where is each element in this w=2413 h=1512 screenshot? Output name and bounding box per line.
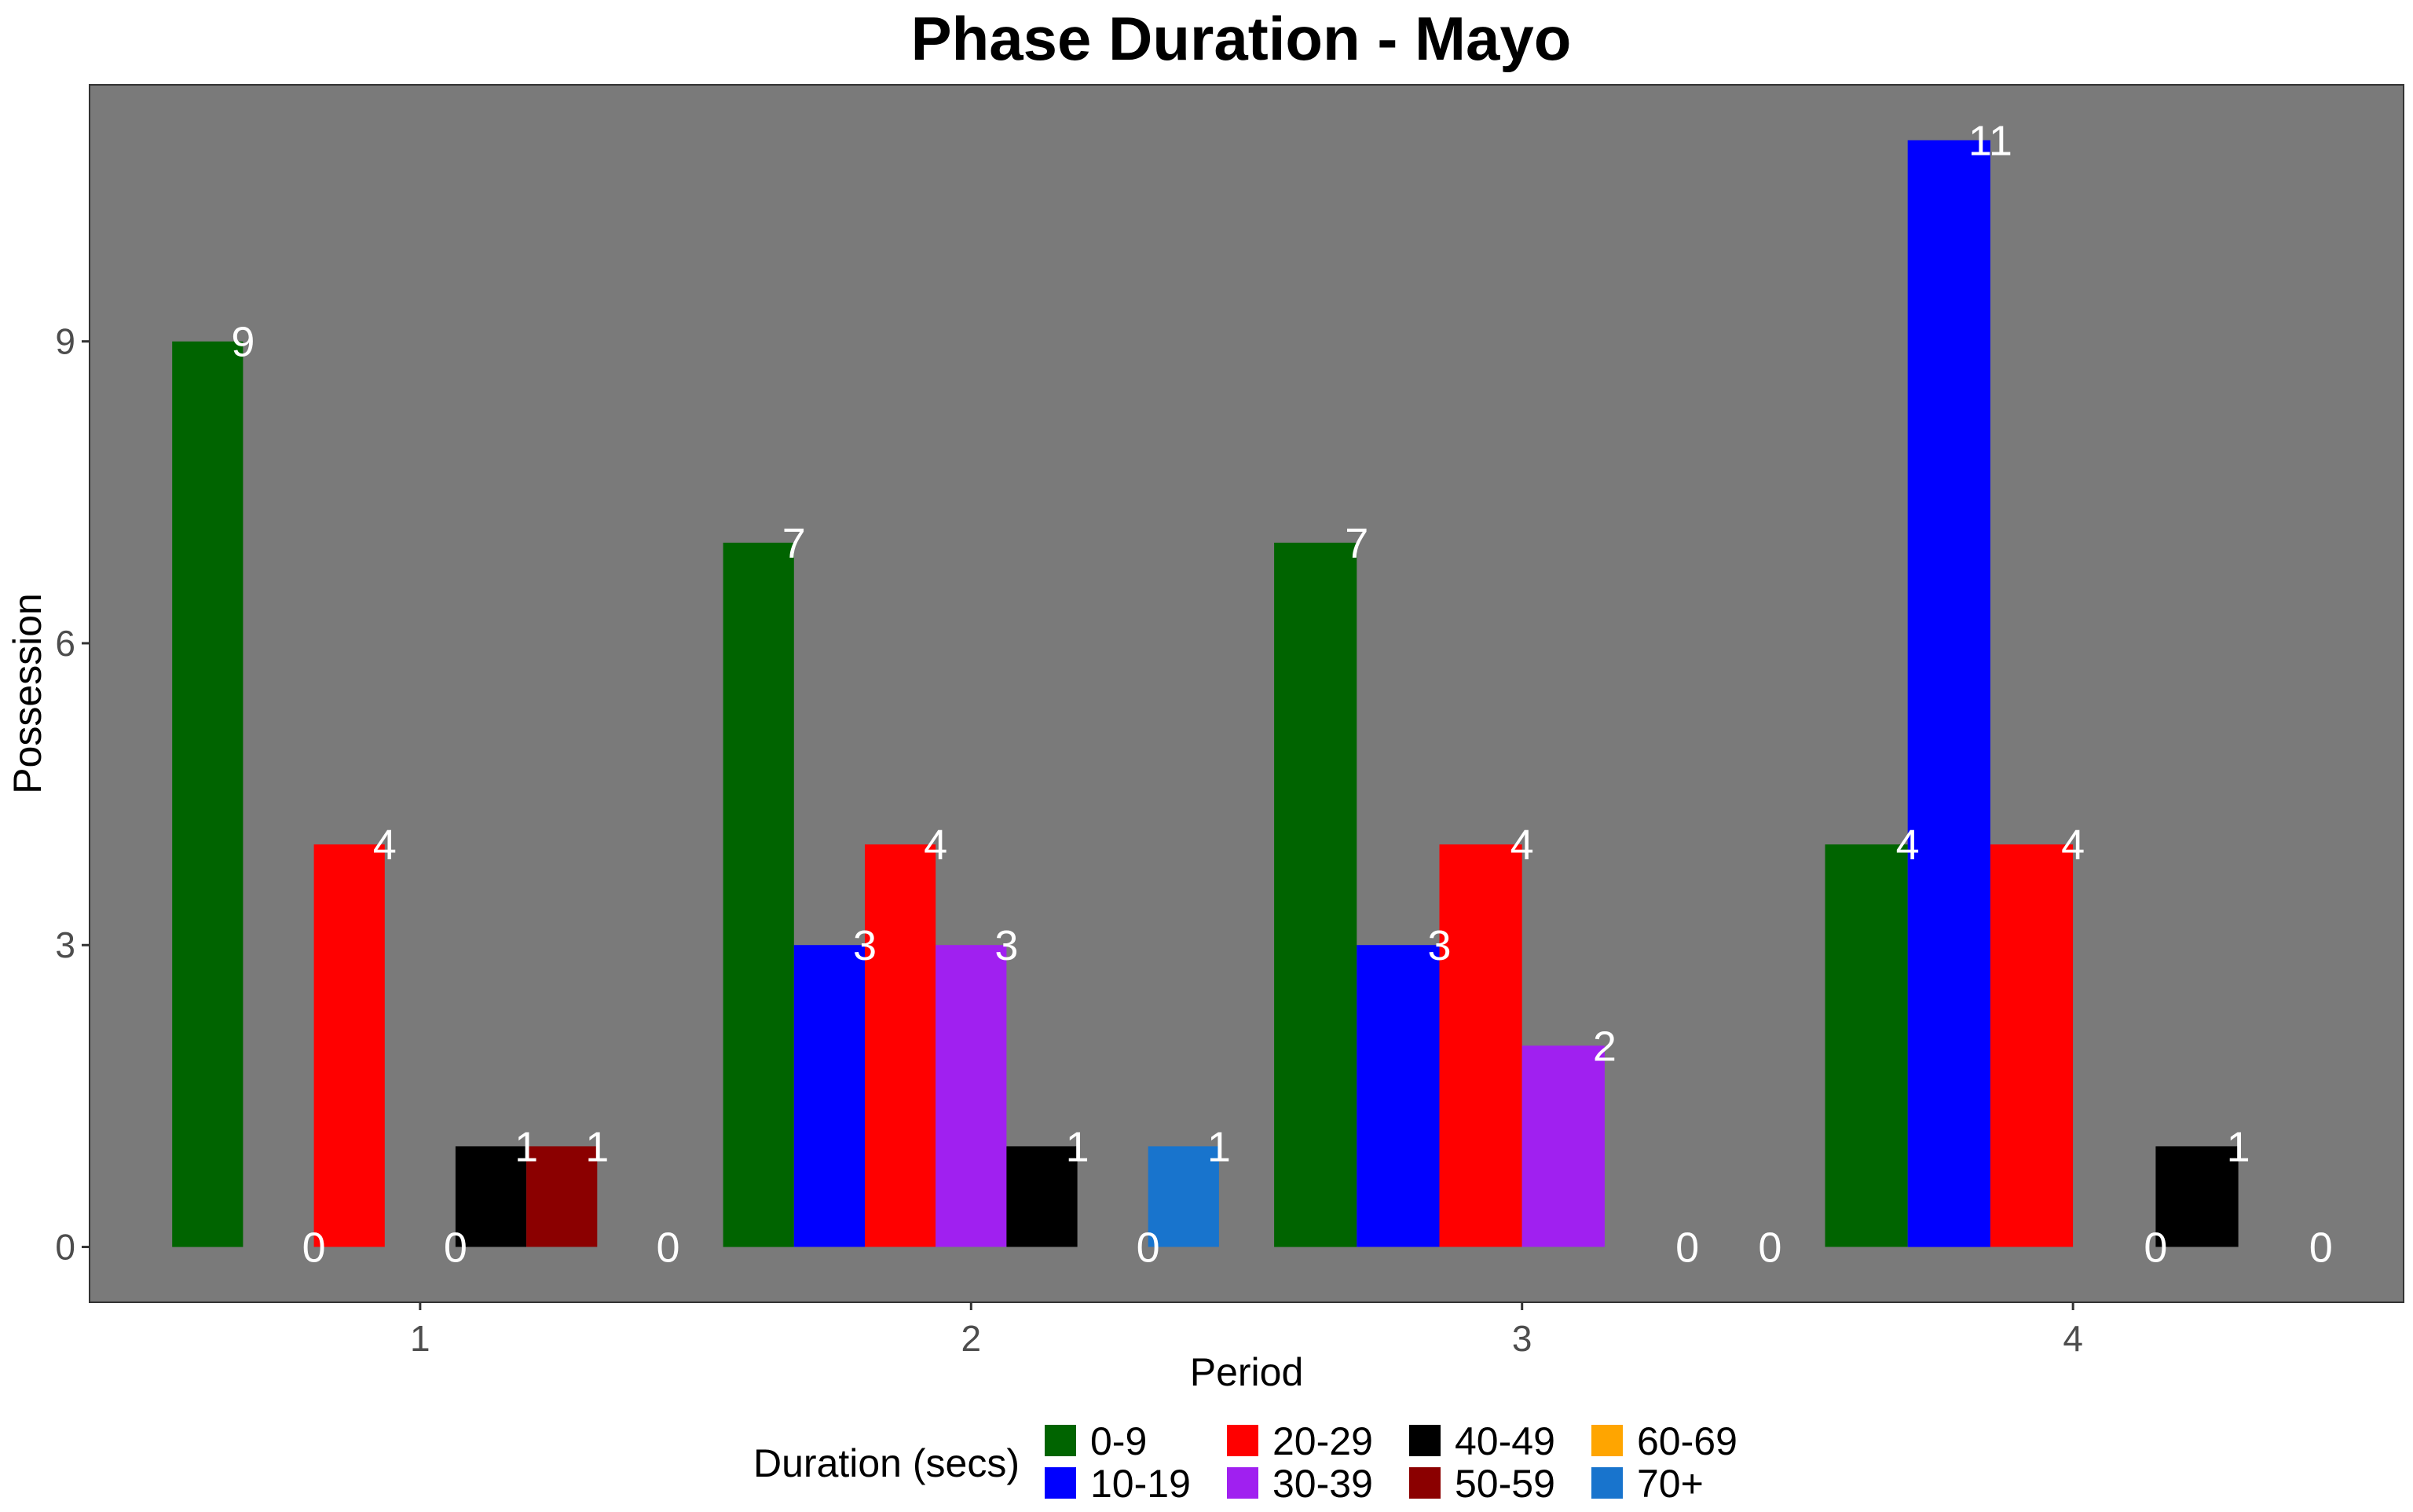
bar-2-20-29 — [865, 844, 936, 1247]
bar-4-0-9 — [1825, 844, 1908, 1247]
bar-label-1-20-29: 4 — [373, 822, 397, 869]
bar-2-10-19 — [793, 945, 865, 1247]
legend-title: Duration (secs) — [753, 1441, 1020, 1485]
bar-label-4-30-39: 0 — [2144, 1225, 2167, 1272]
bar-label-4-10-19: 11 — [1968, 118, 2012, 165]
chart-title: Phase Duration - Mayo — [911, 4, 1572, 73]
bar-label-1-50-59: 1 — [585, 1123, 609, 1170]
bar-label-2-30-39: 3 — [994, 922, 1018, 969]
legend-label-50-59: 50-59 — [1455, 1462, 1555, 1506]
bar-label-2-60-69: 0 — [1137, 1225, 1160, 1272]
legend-label-30-39: 30-39 — [1272, 1462, 1373, 1506]
bar-label-1-10-19: 0 — [302, 1225, 326, 1272]
bar-label-2-10-19: 3 — [853, 922, 877, 969]
legend-swatch-20-29 — [1227, 1425, 1258, 1456]
x-axis: 1 2 3 4 — [410, 1302, 2083, 1359]
bar-label-1-0-9: 9 — [231, 319, 254, 366]
legend-swatch-10-19 — [1045, 1467, 1076, 1499]
legend-swatch-40-49 — [1409, 1425, 1441, 1456]
x-tick-label: 1 — [410, 1318, 430, 1359]
bar-label-3-40-49: 0 — [1675, 1225, 1699, 1272]
bars-layer — [172, 140, 2239, 1247]
bar-label-1-70+: 0 — [656, 1225, 679, 1272]
bar-label-3-10-19: 3 — [1427, 922, 1451, 969]
x-axis-title: Period — [1190, 1350, 1304, 1394]
bar-label-2-70+: 1 — [1207, 1123, 1231, 1170]
bar-1-50-59 — [526, 1146, 598, 1247]
bar-label-3-30-39: 2 — [1593, 1023, 1617, 1070]
y-axis: 0 3 6 9 — [55, 321, 90, 1268]
legend-swatch-70+ — [1591, 1467, 1623, 1499]
legend-swatch-0-9 — [1045, 1425, 1076, 1456]
bar-3-0-9 — [1274, 542, 1357, 1247]
legend-swatch-60-69 — [1591, 1425, 1623, 1456]
y-tick-label: 0 — [55, 1227, 75, 1268]
bar-2-40-49 — [1006, 1146, 1078, 1247]
y-tick-label: 6 — [55, 623, 75, 664]
legend-label-60-69: 60-69 — [1637, 1419, 1737, 1463]
bar-label-3-20-29: 4 — [1510, 822, 1534, 869]
legend-label-10-19: 10-19 — [1090, 1462, 1191, 1506]
legend-label-20-29: 20-29 — [1272, 1419, 1373, 1463]
legend-label-40-49: 40-49 — [1455, 1419, 1555, 1463]
bar-label-3-50-59: 0 — [1758, 1225, 1781, 1272]
legend-label-70+: 70+ — [1637, 1462, 1704, 1506]
legend-swatch-50-59 — [1409, 1467, 1441, 1499]
bar-2-0-9 — [723, 542, 794, 1247]
bar-3-30-39 — [1521, 1045, 1605, 1247]
bar-label-2-40-49: 1 — [1066, 1123, 1089, 1170]
bar-3-20-29 — [1439, 844, 1522, 1247]
bar-3-10-19 — [1357, 945, 1440, 1247]
bar-label-1-30-39: 0 — [444, 1225, 467, 1272]
x-tick-label: 4 — [2063, 1318, 2083, 1359]
bar-2-30-39 — [936, 945, 1007, 1247]
bar-label-2-20-29: 4 — [924, 822, 947, 869]
bar-4-10-19 — [1907, 140, 1990, 1247]
x-tick-label: 2 — [961, 1318, 981, 1359]
bar-label-3-0-9: 7 — [1345, 520, 1368, 567]
bar-label-4-40-49: 1 — [2227, 1123, 2250, 1170]
y-tick-label: 9 — [55, 321, 75, 362]
bar-4-40-49 — [2155, 1146, 2239, 1247]
bar-label-4-0-9: 4 — [1896, 822, 1920, 869]
bar-label-4-20-29: 4 — [2061, 822, 2085, 869]
bar-1-0-9 — [172, 341, 243, 1247]
y-axis-title: Possession — [5, 593, 49, 794]
bar-label-2-0-9: 7 — [782, 520, 806, 567]
bar-4-20-29 — [1990, 844, 2074, 1247]
legend-label-0-9: 0-9 — [1090, 1419, 1147, 1463]
bar-1-20-29 — [313, 844, 385, 1247]
bar-label-1-40-49: 1 — [514, 1123, 538, 1170]
x-tick-label: 3 — [1512, 1318, 1532, 1359]
legend-swatch-30-39 — [1227, 1467, 1258, 1499]
bar-2-70+ — [1148, 1146, 1219, 1247]
y-tick-label: 3 — [55, 924, 75, 965]
bar-1-40-49 — [455, 1146, 527, 1247]
bar-label-4-50-59: 0 — [2309, 1225, 2333, 1272]
